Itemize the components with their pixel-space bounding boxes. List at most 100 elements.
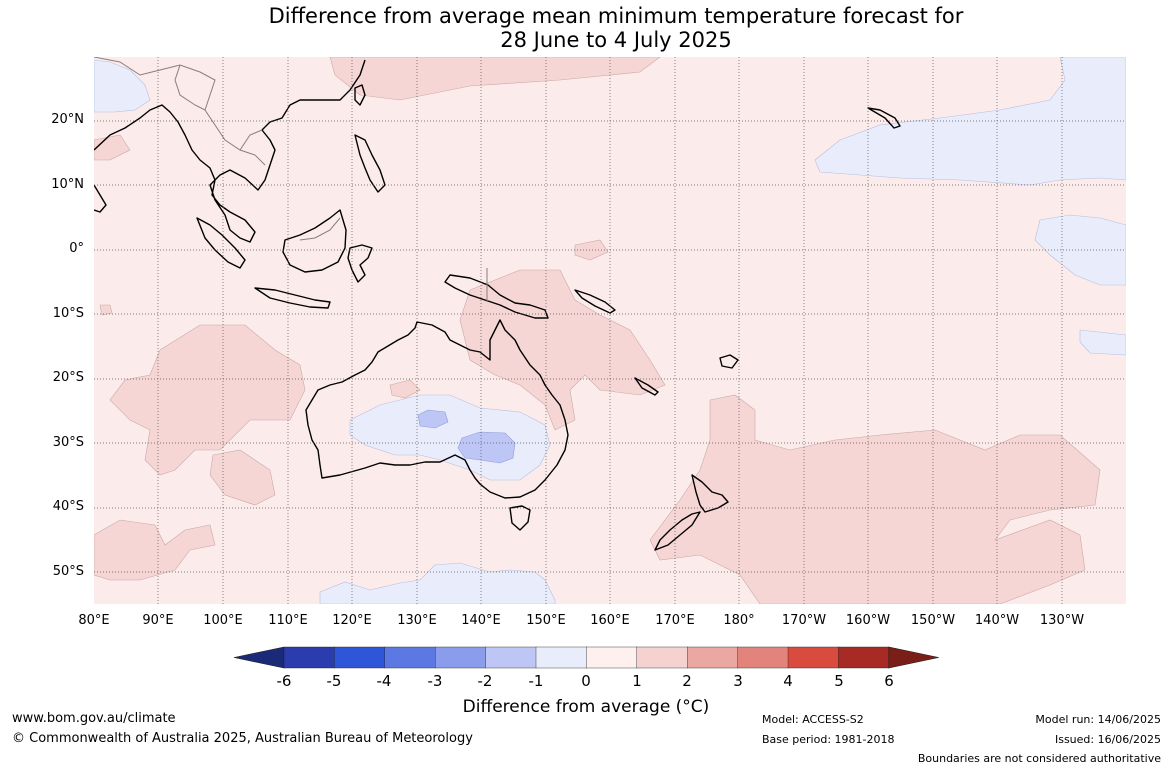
warm-region-indian-ocean-west [209, 449, 276, 506]
coastline-asia-mainland [94, 59, 366, 243]
colorbar-swatch [687, 646, 739, 669]
cool-region-east-south [1079, 329, 1126, 356]
colorbar-label: -4 [376, 672, 392, 690]
lat-label-20s: 20°S [52, 370, 84, 385]
coastline-new-zealand-south [654, 511, 701, 551]
colorbar-swatch [636, 646, 688, 669]
colorbar-title: Difference from average (°C) [462, 697, 710, 717]
coastline-new-caledonia [634, 377, 659, 396]
colorbar-label: 1 [632, 672, 642, 690]
colorbar-label: -1 [528, 672, 544, 690]
lat-label-10s: 10°S [52, 306, 84, 321]
colorbar-swatch [586, 646, 638, 669]
lon-label-160e: 160°E [590, 613, 630, 628]
map-area [94, 57, 1126, 604]
lon-label-140w: 140°W [974, 613, 1020, 628]
title-line-2: 28 June to 4 July 2025 [500, 28, 732, 52]
warm-region-equatorial-patch [574, 239, 609, 261]
colorbar-swatch [485, 646, 537, 669]
warm-region-north [329, 57, 661, 101]
colorbar-label: 3 [733, 672, 743, 690]
colorbar-label: -3 [427, 672, 443, 690]
coastline-fiji [719, 354, 739, 369]
coastlines [94, 59, 901, 551]
colorbar-label: 5 [834, 672, 844, 690]
lat-label-10n: 10°N [51, 177, 84, 192]
lat-label-0: 0° [69, 241, 84, 256]
lon-label-120e: 120°E [332, 613, 372, 628]
lon-label-80e: 80°E [78, 613, 110, 628]
border-asia-3 [239, 129, 263, 151]
map-title: Difference from average mean minimum tem… [0, 4, 1173, 52]
model-name: Model: ACCESS-S2 [762, 713, 864, 726]
cool-region-east-equatorial [1034, 214, 1126, 286]
coastline-tasmania [509, 505, 531, 531]
colorbar-swatch [435, 646, 487, 669]
colorbar-label: 2 [682, 672, 692, 690]
lon-label-110e: 110°E [268, 613, 308, 628]
title-line-1: Difference from average mean minimum tem… [268, 4, 964, 28]
coastline-sulawesi [347, 244, 373, 283]
colorbar-label: -2 [477, 672, 493, 690]
colorbar-extend-high [888, 646, 939, 669]
borders [94, 57, 488, 302]
lon-label-160w: 160°W [845, 613, 891, 628]
colorbar-swatch [384, 646, 436, 669]
colorbar-label: 0 [581, 672, 591, 690]
warm-region-southern-ocean-west [94, 519, 216, 581]
warm-anomaly-regions [94, 57, 1101, 604]
lat-label-20n: 20°N [51, 112, 84, 127]
issued-date: Issued: 16/06/2025 [1054, 733, 1161, 746]
coastline-sri-lanka-india [94, 184, 107, 213]
lon-label-140e: 140°E [461, 613, 501, 628]
lon-label-170e: 170°E [655, 613, 695, 628]
base-period: Base period: 1981-2018 [762, 733, 895, 746]
coastline-solomon [574, 289, 616, 314]
model-run-date: Model run: 14/06/2025 [1035, 713, 1161, 726]
warm-region-south-pacific [649, 394, 1101, 604]
colorbar-swatch [838, 646, 890, 669]
coastline-sumatra [196, 217, 246, 269]
colorbar-extend-low [233, 646, 285, 669]
lat-label-50s: 50°S [52, 564, 84, 579]
coastline-new-guinea [444, 274, 549, 319]
colorbar-swatch [787, 646, 840, 669]
lat-label-40s: 40°S [52, 499, 84, 514]
lat-label-30s: 30°S [52, 435, 84, 450]
graticule [94, 57, 1126, 604]
border-borneo [299, 217, 341, 241]
border-asia-1 [94, 57, 266, 166]
colorbar-label: -5 [326, 672, 342, 690]
coastline-borneo [282, 209, 347, 273]
warm-region-indian-ocean [109, 324, 306, 476]
colorbar [233, 646, 939, 669]
lon-label-150e: 150°E [526, 613, 566, 628]
boundaries-disclaimer: Boundaries are not considered authoritat… [917, 752, 1161, 765]
warm-region-small-1 [99, 304, 113, 316]
coastline-java [254, 287, 331, 309]
copyright-text: © Commonwealth of Australia 2025, Austra… [12, 731, 473, 746]
lon-label-100e: 100°E [203, 613, 243, 628]
lon-label-130w: 130°W [1039, 613, 1085, 628]
cooler-region-central-australia [457, 431, 516, 464]
lon-label-90e: 90°E [142, 613, 174, 628]
colorbar-label: -6 [276, 672, 292, 690]
lon-label-130e: 130°E [397, 613, 437, 628]
coastline-new-zealand-north [691, 474, 729, 513]
colorbar-swatch [535, 646, 588, 669]
lon-label-180: 180° [723, 613, 755, 628]
coastline-hawaii [867, 107, 901, 129]
lon-label-150w: 150°W [910, 613, 956, 628]
colorbar-label: 4 [783, 672, 793, 690]
cooler-region-west-australia [417, 409, 449, 429]
colorbar-swatch [283, 646, 336, 669]
cooler-anomaly-regions [417, 409, 516, 464]
warm-region-small-2 [389, 379, 421, 399]
website-link[interactable]: www.bom.gov.au/climate [12, 711, 176, 726]
coastline-philippines [354, 134, 386, 193]
lon-label-170w: 170°W [781, 613, 827, 628]
coastline-australia [305, 319, 569, 499]
colorbar-swatch [334, 646, 386, 669]
cool-region-northwest [94, 59, 151, 113]
